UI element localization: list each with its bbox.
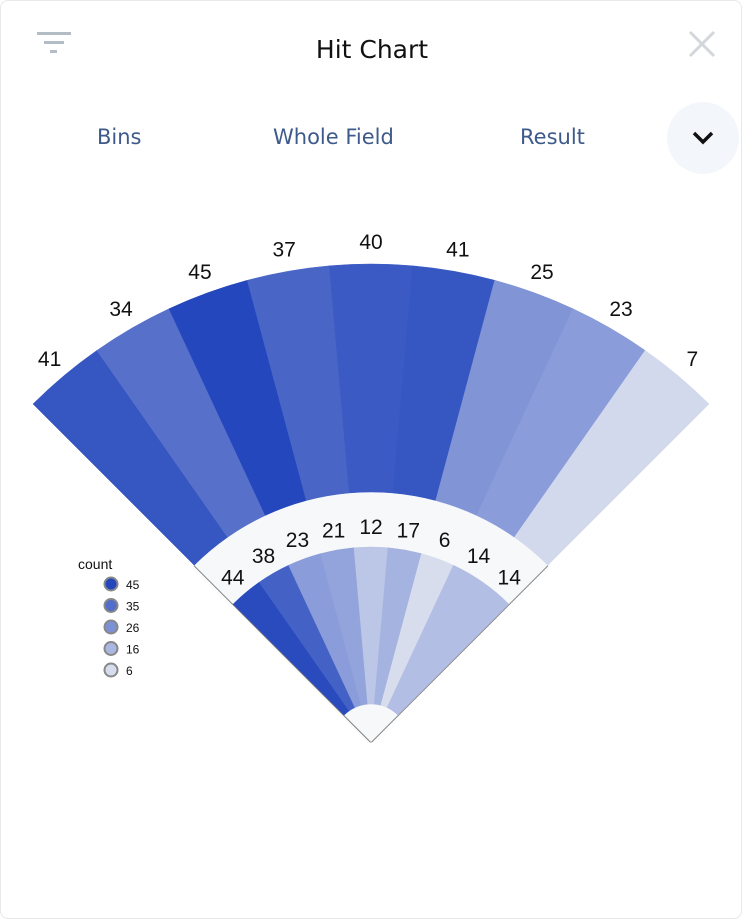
- tab-result[interactable]: Result: [520, 125, 585, 149]
- legend-swatch: [103, 598, 119, 613]
- inner-wedge-label: 21: [322, 519, 345, 542]
- legend-swatch: [103, 662, 119, 678]
- legend-label: 6: [126, 664, 133, 678]
- outer-wedge: [514, 350, 710, 566]
- inner-wedge-label: 14: [467, 545, 491, 568]
- legend-label: 26: [126, 621, 140, 635]
- outer-wedge-label: 37: [272, 239, 295, 262]
- outer-wedge-label: 23: [609, 298, 632, 321]
- tab-whole-field[interactable]: Whole Field: [273, 125, 394, 149]
- chevron-down-icon: [692, 131, 714, 145]
- inner-wedge-label: 17: [397, 519, 420, 542]
- legend-label: 45: [126, 578, 140, 592]
- legend-title: count: [78, 556, 112, 572]
- page-title: Hit Chart: [315, 35, 429, 64]
- inner-wedge-label: 23: [286, 529, 309, 552]
- inner-wedge-label: 6: [439, 529, 451, 552]
- outer-wedge-label: 41: [38, 348, 61, 371]
- outer-wedge-label: 34: [109, 298, 133, 321]
- outer-wedge-label: 40: [359, 231, 382, 254]
- tab-bins[interactable]: Bins: [97, 125, 142, 149]
- legend-label: 35: [126, 600, 140, 614]
- outer-wedge-label: 7: [687, 348, 699, 371]
- filter-icon[interactable]: [37, 31, 71, 55]
- legend-swatch: [103, 619, 119, 635]
- inner-wedge: [392, 581, 510, 716]
- inner-wedge-label: 12: [359, 516, 382, 539]
- outer-wedge-label: 41: [446, 239, 469, 262]
- inner-wedge-label: 14: [498, 566, 522, 589]
- outer-wedge-label: 45: [188, 261, 211, 284]
- inner-wedge-label: 38: [252, 545, 275, 568]
- outer-wedge-label: 25: [530, 261, 553, 284]
- legend-swatch: [103, 576, 119, 592]
- legend-label: 16: [126, 643, 140, 657]
- expand-button[interactable]: [667, 102, 739, 174]
- legend-swatch: [103, 641, 119, 656]
- inner-wedge-label: 44: [221, 566, 245, 589]
- close-icon[interactable]: [687, 29, 717, 59]
